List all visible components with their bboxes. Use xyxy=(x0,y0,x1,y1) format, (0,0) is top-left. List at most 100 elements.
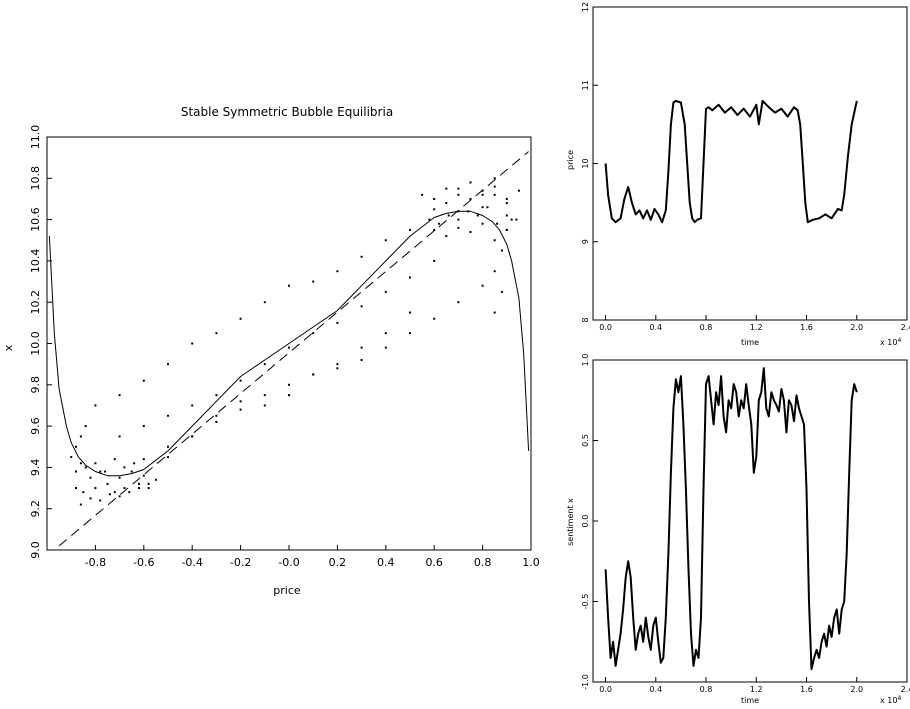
data-point xyxy=(288,394,290,397)
data-point xyxy=(384,239,387,242)
y-tick-label: 0.5 xyxy=(581,434,590,447)
y-tick-label: 9.6 xyxy=(29,417,42,435)
data-point xyxy=(118,394,121,397)
data-point xyxy=(409,276,411,279)
data-point xyxy=(142,474,145,477)
data-point xyxy=(167,445,169,448)
data-point xyxy=(312,280,315,283)
data-point xyxy=(82,491,85,494)
data-point xyxy=(505,197,508,200)
data-point xyxy=(263,363,266,366)
y-tick-label: 10.2 xyxy=(29,290,42,315)
data-point xyxy=(421,193,424,196)
x-tick-label: 0.4 xyxy=(649,323,662,332)
price-time-chart: 0.0 0.4 0.8 1.2 1.6 2.0 2.4 8 9 10 11 12 time price… xyxy=(566,2,910,347)
x-tick-label: 1.6 xyxy=(800,685,813,694)
data-point xyxy=(384,290,387,293)
data-point xyxy=(467,210,470,213)
data-point xyxy=(239,400,242,403)
axes: -0.8 -0.6 -0.4 -0.2 -0.0 0.2 0.4 0.6 0.8 1.0 9.0 9.… xyxy=(29,125,540,569)
x-tick-label: 1.2 xyxy=(750,323,763,332)
y-tick-label: 9.0 xyxy=(29,541,42,559)
data-point xyxy=(167,363,169,366)
data-point xyxy=(438,222,441,225)
data-point xyxy=(215,414,218,417)
x-axis-label: time xyxy=(741,696,759,705)
data-point xyxy=(447,214,450,217)
x-tick-label: 0.4 xyxy=(649,685,662,694)
data-point xyxy=(147,482,150,485)
data-point xyxy=(360,359,363,362)
x-axis-label: price xyxy=(273,584,301,597)
x-tick-label: 0.8 xyxy=(474,556,492,569)
data-point xyxy=(75,445,78,448)
data-point xyxy=(515,218,518,221)
data-point xyxy=(142,458,145,461)
data-point xyxy=(481,193,484,196)
data-point xyxy=(94,404,97,407)
data-point xyxy=(360,305,363,308)
x-multiplier: x 104 xyxy=(880,695,901,705)
data-point xyxy=(108,493,111,496)
data-point xyxy=(288,284,290,287)
data-point xyxy=(137,487,140,490)
data-point xyxy=(457,193,460,196)
data-point xyxy=(113,491,116,494)
data-point xyxy=(84,466,87,469)
data-point xyxy=(104,470,107,473)
data-point xyxy=(496,222,499,225)
data-point xyxy=(312,373,315,376)
x-tick-label: -0.6 xyxy=(133,556,154,569)
data-point xyxy=(433,228,436,231)
data-point xyxy=(263,404,266,407)
data-point xyxy=(118,435,121,438)
data-point xyxy=(147,487,150,490)
y-tick-label: 0.0 xyxy=(581,515,590,528)
series-line xyxy=(604,99,858,224)
y-tick-label: 12 xyxy=(581,2,590,12)
data-point xyxy=(433,259,436,262)
data-point xyxy=(113,458,116,461)
data-point xyxy=(517,189,520,192)
data-point xyxy=(154,478,157,481)
y-tick-label: 10.4 xyxy=(29,249,42,274)
data-point xyxy=(288,383,290,386)
x-tick-label: 0.0 xyxy=(599,685,612,694)
y-tick-label: 11.0 xyxy=(29,125,42,150)
x-tick-label: 1.2 xyxy=(750,685,763,694)
x-tick-label: -0.2 xyxy=(230,556,251,569)
data-point xyxy=(239,408,242,411)
data-point xyxy=(89,476,92,479)
y-tick-label: 9 xyxy=(581,239,590,244)
y-tick-label: 10.6 xyxy=(29,207,42,232)
data-point xyxy=(128,491,131,494)
x-tick-label: 0.8 xyxy=(700,685,713,694)
y-tick-label: 10 xyxy=(581,158,590,168)
data-point xyxy=(167,456,169,459)
data-point xyxy=(99,470,102,473)
data-point xyxy=(130,470,133,473)
data-point xyxy=(457,210,460,213)
y-tick-label: 9.8 xyxy=(29,376,42,394)
x-tick-label: 1.0 xyxy=(522,556,540,569)
data-point xyxy=(75,470,78,473)
data-point xyxy=(476,214,479,217)
data-point xyxy=(239,317,242,320)
data-point xyxy=(493,311,496,314)
data-point xyxy=(493,177,496,180)
data-point xyxy=(336,367,339,370)
y-tick-label: 10.8 xyxy=(29,166,42,191)
diagonal-dashed-line xyxy=(58,151,529,547)
data-point xyxy=(263,394,266,397)
x-tick-label: 2.0 xyxy=(850,323,863,332)
data-point xyxy=(215,394,218,397)
y-tick-label: 10.0 xyxy=(29,331,42,356)
data-point xyxy=(79,462,82,465)
data-point xyxy=(493,185,496,188)
plot-area xyxy=(48,151,530,547)
data-point xyxy=(106,482,109,485)
y-tick-label: 9.4 xyxy=(29,459,42,477)
y-axis-label: sentiment x xyxy=(566,498,575,546)
y-tick-label: -0.5 xyxy=(581,594,590,610)
